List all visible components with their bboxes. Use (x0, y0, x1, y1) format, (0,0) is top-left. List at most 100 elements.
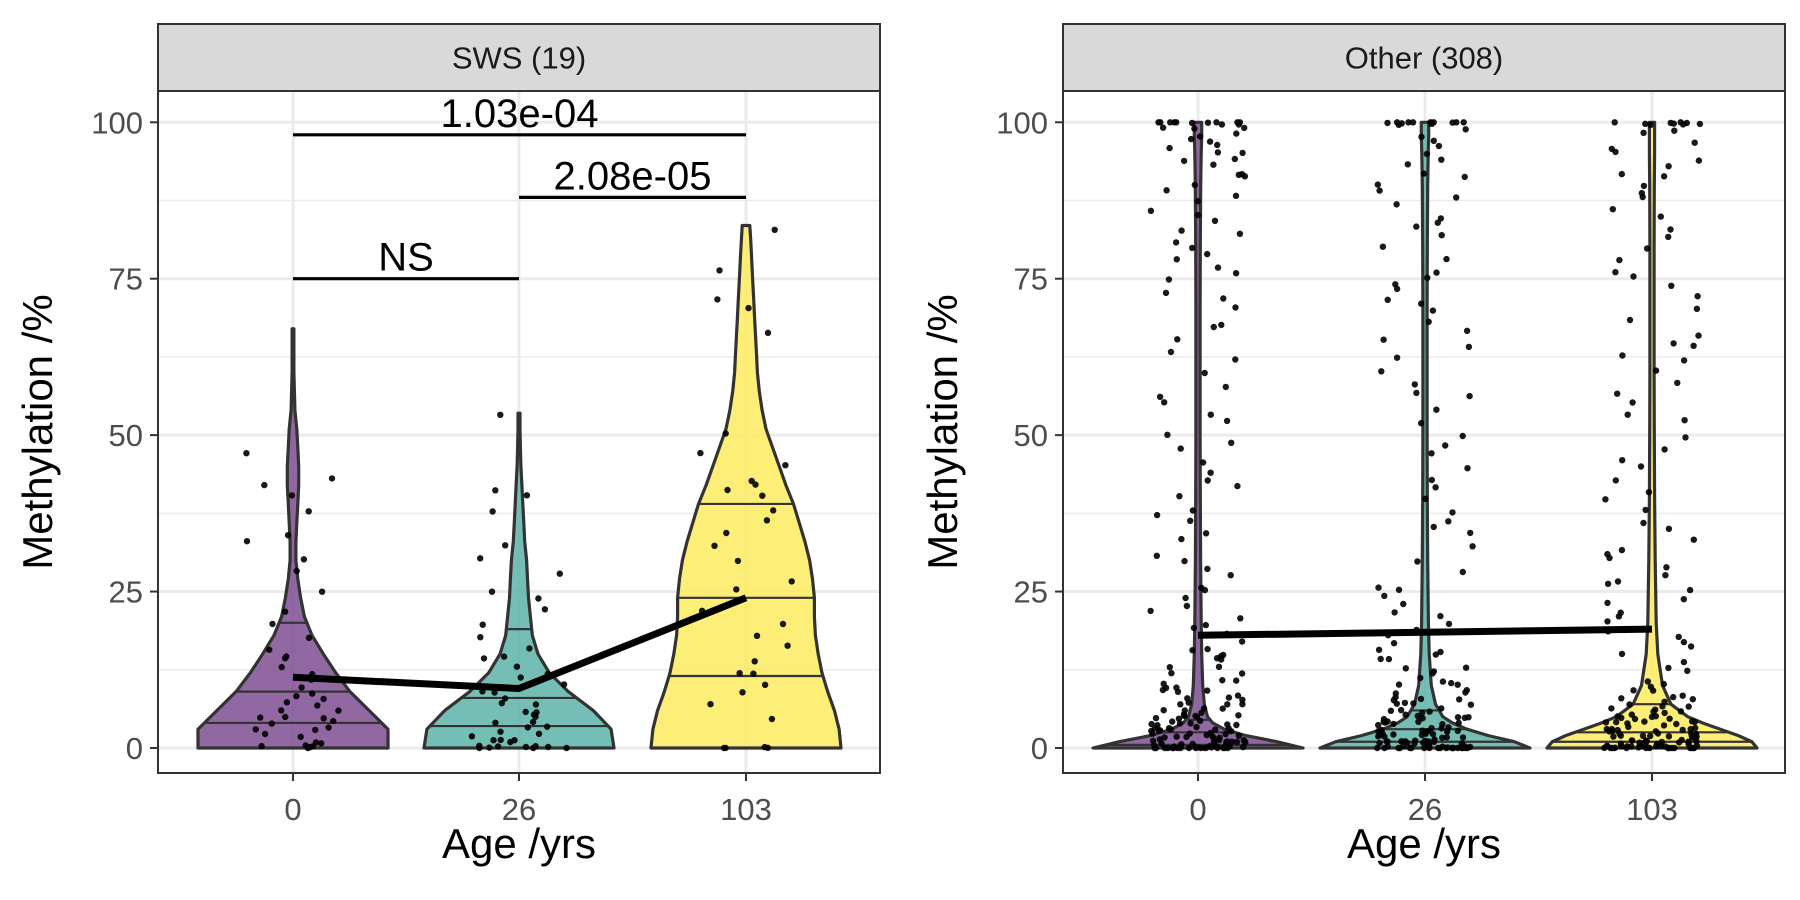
data-point (1425, 738, 1432, 745)
data-point (1166, 664, 1174, 671)
y-tick-label: 100 (996, 105, 1048, 140)
data-point (1648, 713, 1656, 721)
data-point (1239, 701, 1246, 708)
data-point (1374, 744, 1381, 752)
data-point (1604, 550, 1611, 558)
data-point (1675, 633, 1682, 641)
data-point (1611, 119, 1618, 126)
data-point (1153, 552, 1161, 559)
data-point (1157, 119, 1164, 126)
data-point (1197, 744, 1205, 752)
data-point (1680, 357, 1688, 364)
data-point (1618, 170, 1626, 178)
data-point (1665, 233, 1672, 241)
data-point (1685, 703, 1692, 710)
x-tick-label: 0 (1189, 792, 1206, 827)
data-point (278, 663, 285, 671)
data-point (1604, 580, 1612, 587)
data-point (739, 689, 746, 696)
data-point (1172, 239, 1180, 246)
data-point (293, 693, 300, 700)
violin-0 (196, 327, 390, 750)
data-point (1374, 181, 1382, 188)
violin-26 (422, 411, 616, 750)
data-point (1459, 568, 1467, 576)
data-point (1614, 713, 1621, 720)
significance-label: 2.08e-05 (554, 154, 712, 198)
data-point (1691, 139, 1698, 146)
data-point (1695, 157, 1703, 164)
mean-trend-line (1197, 625, 1653, 639)
data-point (490, 737, 497, 744)
data-point (771, 226, 778, 233)
data-point (1409, 119, 1417, 126)
data-point (1680, 596, 1688, 603)
data-point (1242, 739, 1249, 746)
data-point (284, 532, 292, 539)
data-point (1240, 743, 1247, 751)
x-tick-label: 26 (1408, 792, 1442, 827)
data-point (517, 674, 524, 681)
data-point (1241, 124, 1248, 132)
data-point (258, 742, 265, 750)
data-point (788, 578, 795, 585)
data-point (318, 740, 325, 747)
data-point (1183, 602, 1191, 610)
data-point (288, 492, 296, 499)
facet-strip (1062, 23, 1786, 92)
data-point (1417, 674, 1424, 682)
data-point (1375, 584, 1382, 591)
data-point (1631, 715, 1639, 723)
data-point (1181, 557, 1188, 565)
data-point (1210, 161, 1217, 168)
data-point (1411, 381, 1419, 388)
data-point (500, 653, 508, 660)
data-point (1455, 719, 1462, 727)
data-point (1432, 484, 1439, 491)
data-point (1445, 620, 1453, 628)
data-point (1418, 300, 1425, 307)
data-point (305, 634, 313, 641)
data-point (1223, 417, 1231, 425)
data-point (1607, 744, 1614, 752)
data-point (733, 586, 740, 593)
data-point (1236, 230, 1244, 237)
data-point (1167, 348, 1175, 356)
data-point (283, 699, 291, 706)
data-point (1152, 714, 1160, 722)
data-point (1462, 689, 1469, 696)
data-point (477, 555, 484, 562)
data-point (501, 695, 509, 702)
x-tick-label: 103 (1626, 792, 1678, 827)
data-point (745, 304, 752, 312)
data-point (523, 492, 531, 499)
data-point (1668, 282, 1675, 289)
data-point (1439, 743, 1446, 750)
data-point (1438, 705, 1445, 712)
data-point (1379, 243, 1387, 250)
data-point (1232, 270, 1240, 277)
data-point (1652, 367, 1660, 374)
significance-bracket: 1.03e-04 (293, 92, 746, 137)
data-point (1640, 519, 1647, 527)
panel-2: Other (308) 0 25 50 75 100 0 26 103 Age /yrs Methy… (919, 23, 1786, 867)
data-point (1210, 734, 1217, 741)
data-point (1228, 738, 1236, 745)
data-point (1665, 733, 1673, 740)
data-point (770, 507, 777, 514)
data-point (1624, 720, 1631, 727)
data-point (1609, 206, 1617, 213)
data-point (1390, 731, 1397, 738)
data-point (1393, 201, 1400, 208)
data-point (1395, 586, 1403, 593)
data-point (1161, 734, 1168, 741)
data-point (1639, 732, 1647, 739)
data-point (1688, 730, 1695, 738)
data-point (1163, 187, 1170, 194)
data-point (556, 570, 563, 577)
data-point (1671, 744, 1678, 752)
data-point (1429, 307, 1437, 314)
data-point (1663, 564, 1670, 571)
data-point (1162, 289, 1170, 297)
y-tick-label: 100 (91, 105, 143, 140)
